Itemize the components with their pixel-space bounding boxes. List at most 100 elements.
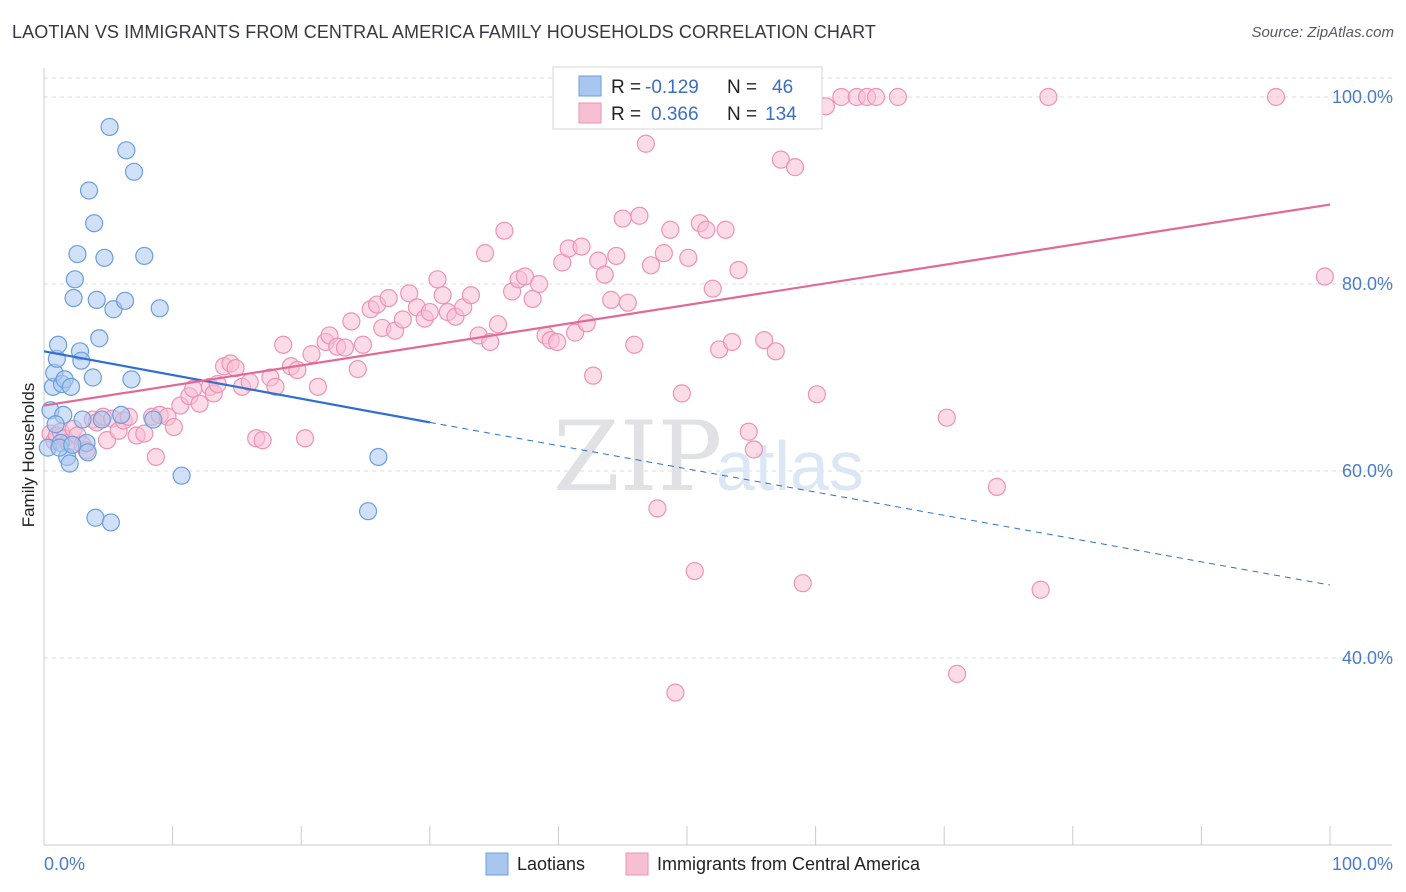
immigrants-point <box>630 206 649 225</box>
laotians-point <box>85 214 104 233</box>
immigrants-point <box>146 447 165 467</box>
laotians-point <box>86 508 105 527</box>
immigrants-point <box>641 256 661 275</box>
x-tick-label-max: 100.0% <box>1332 854 1393 874</box>
laotians-point <box>90 329 109 348</box>
stats-r-immigrants: 0.366 <box>651 104 699 125</box>
immigrants-point <box>888 87 908 107</box>
laotians-point <box>72 351 91 370</box>
stats-r-laotians: -0.129 <box>645 77 699 98</box>
immigrants-point <box>295 429 315 448</box>
laotians-point <box>79 181 99 200</box>
immigrants-point <box>428 270 447 289</box>
immigrants-point <box>420 302 439 322</box>
laotians-point <box>135 246 154 266</box>
immigrants-point <box>618 293 637 312</box>
immigrants-point <box>253 431 272 450</box>
immigrants-point <box>685 561 704 581</box>
immigrants-point <box>697 220 716 239</box>
laotians-point <box>46 415 65 434</box>
laotians-point <box>95 248 114 267</box>
immigrants-point <box>716 220 735 239</box>
laotians-point <box>115 291 135 310</box>
laotians-point <box>117 141 136 160</box>
immigrants-point <box>987 477 1007 496</box>
y-tick-label: 40.0% <box>1342 648 1393 668</box>
immigrants-point <box>602 290 621 309</box>
immigrants-point <box>744 440 763 459</box>
y-tick-label: 60.0% <box>1342 461 1393 481</box>
immigrants-point <box>308 377 328 396</box>
immigrants-point <box>666 683 685 702</box>
immigrants-point <box>523 289 542 309</box>
laotians-points <box>38 117 388 532</box>
legend-label-immigrants: Immigrants from Central America <box>657 854 921 874</box>
immigrants-point <box>1266 87 1286 107</box>
laotians-point <box>144 410 163 429</box>
immigrants-point <box>595 265 614 284</box>
stats-swatch-immigrants <box>578 102 602 124</box>
legend: Laotians Immigrants from Central America <box>485 852 921 876</box>
immigrants-point <box>393 310 412 329</box>
laotians-point <box>83 368 102 387</box>
immigrants-point <box>679 248 698 267</box>
immigrants-point <box>1039 87 1058 107</box>
laotians-point <box>63 435 82 454</box>
watermark-zip: ZIP <box>553 401 722 513</box>
laotians-point <box>112 405 131 424</box>
laotians-point <box>87 290 106 309</box>
stats-r-label-laotians: R = <box>611 77 641 98</box>
immigrants-point <box>703 279 722 298</box>
immigrants-trend-line <box>43 203 1331 407</box>
immigrants-point <box>266 377 285 396</box>
immigrants-point <box>164 417 183 437</box>
laotians-trend-line <box>43 350 430 424</box>
immigrants-point <box>607 246 626 266</box>
laotians-point <box>92 410 111 429</box>
x-tick-label-min: 0.0% <box>44 854 85 874</box>
immigrants-point <box>766 342 785 361</box>
immigrants-point <box>353 335 373 354</box>
laotians-point <box>60 454 79 473</box>
immigrants-point <box>135 424 154 443</box>
laotians-point <box>369 447 388 467</box>
immigrants-point <box>793 574 812 593</box>
laotians-point <box>124 162 144 181</box>
immigrants-point <box>274 335 293 354</box>
immigrants-point <box>584 366 603 385</box>
immigrants-point <box>577 314 596 333</box>
immigrants-point <box>548 332 567 352</box>
y-tick-labels: 40.0% 60.0% 80.0% 100.0% <box>1332 87 1393 668</box>
legend-swatch-laotians <box>485 852 509 876</box>
immigrants-point <box>302 345 321 364</box>
stats-n-immigrants: 134 <box>765 104 797 125</box>
watermark-atlas: atlas <box>716 427 864 505</box>
immigrants-point <box>379 288 398 308</box>
y-axis-label: Family Households <box>19 383 38 528</box>
immigrants-point <box>488 315 508 334</box>
immigrants-point <box>648 499 667 518</box>
immigrants-point <box>771 150 790 169</box>
stats-n-label-immigrants: N = <box>727 104 757 125</box>
stats-n-laotians: 46 <box>772 77 793 98</box>
axes <box>43 68 1392 846</box>
laotians-point <box>172 466 191 485</box>
immigrants-point <box>613 209 632 228</box>
immigrants-point <box>400 284 419 303</box>
immigrants-point <box>495 221 514 240</box>
stats-r-label-immigrants: R = <box>611 104 641 125</box>
immigrants-point <box>530 274 549 294</box>
immigrants-point <box>807 385 826 404</box>
immigrants-point <box>937 408 956 427</box>
immigrants-point <box>1031 580 1050 599</box>
immigrants-point <box>190 394 209 413</box>
chart-title: LAOTIAN VS IMMIGRANTS FROM CENTRAL AMERI… <box>12 22 876 42</box>
immigrants-point <box>947 664 967 683</box>
immigrants-point <box>654 244 673 263</box>
legend-label-laotians: Laotians <box>517 854 585 874</box>
laotians-point <box>122 370 141 389</box>
immigrants-point <box>661 220 680 239</box>
immigrants-point <box>348 359 367 379</box>
immigrants-point <box>433 286 452 305</box>
immigrants-point <box>572 237 591 256</box>
